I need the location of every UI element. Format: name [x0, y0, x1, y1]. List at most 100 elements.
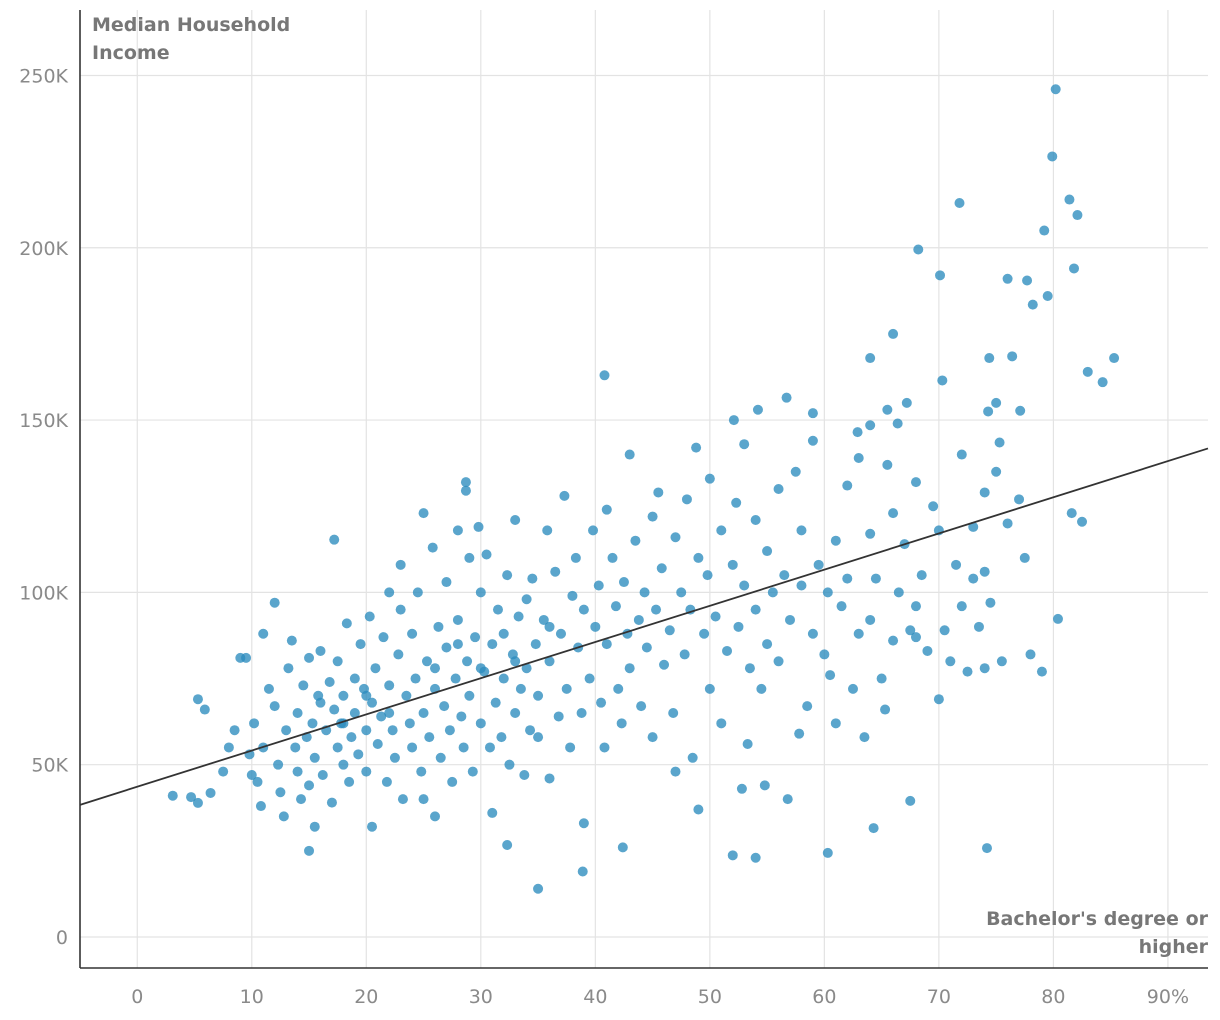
data-point — [441, 642, 452, 653]
data-point — [229, 725, 240, 736]
data-point — [576, 707, 587, 718]
data-point — [192, 694, 203, 705]
data-point — [492, 604, 503, 615]
data-point — [502, 570, 513, 581]
data-point — [456, 711, 467, 722]
data-point — [979, 487, 990, 498]
data-point — [618, 577, 629, 588]
data-point — [332, 656, 343, 667]
data-point — [702, 570, 713, 581]
data-point — [610, 601, 621, 612]
data-point — [487, 807, 498, 818]
data-point — [269, 701, 280, 712]
data-point — [407, 628, 418, 639]
data-point — [656, 563, 667, 574]
data-point — [728, 415, 739, 426]
data-point — [913, 244, 924, 255]
data-point — [853, 452, 864, 463]
data-point — [467, 766, 478, 777]
data-point — [384, 587, 395, 598]
data-point — [317, 770, 328, 781]
data-point — [596, 697, 607, 708]
trend-line — [79, 447, 1209, 806]
data-point — [664, 625, 675, 636]
data-point — [762, 546, 773, 557]
data-point — [905, 795, 916, 806]
data-point — [1007, 351, 1018, 362]
data-point — [880, 704, 891, 715]
data-point — [617, 842, 628, 853]
data-point — [464, 552, 475, 563]
data-point — [296, 794, 307, 805]
data-point — [752, 404, 763, 415]
data-point — [387, 725, 398, 736]
data-point — [309, 821, 320, 832]
data-point — [255, 801, 266, 812]
data-point — [441, 577, 452, 588]
data-point — [252, 776, 263, 787]
data-point — [882, 404, 893, 415]
data-point — [859, 732, 870, 743]
data-point — [283, 663, 294, 674]
data-point — [1077, 516, 1088, 527]
data-point — [1039, 225, 1050, 236]
data-point — [298, 680, 309, 691]
data-point — [510, 515, 521, 526]
data-point — [736, 783, 747, 794]
data-point — [533, 732, 544, 743]
data-point — [460, 485, 471, 496]
data-point — [416, 766, 427, 777]
data-point — [275, 787, 286, 798]
data-point — [538, 614, 549, 625]
data-point — [1109, 353, 1120, 364]
x-tick-label: 90% — [1147, 986, 1189, 1008]
data-point — [475, 718, 486, 729]
data-point — [951, 559, 962, 570]
data-point — [945, 656, 956, 667]
data-point — [393, 649, 404, 660]
data-point — [888, 328, 899, 339]
data-point — [475, 587, 486, 598]
data-point — [693, 804, 704, 815]
data-point — [847, 683, 858, 694]
data-point — [338, 690, 349, 701]
data-point — [1072, 210, 1083, 221]
data-point — [968, 521, 979, 532]
data-point — [364, 611, 375, 622]
data-point — [888, 508, 899, 519]
data-point — [647, 511, 658, 522]
data-point — [750, 515, 761, 526]
data-point — [910, 601, 921, 612]
data-point — [985, 597, 996, 608]
data-point — [1042, 291, 1053, 302]
data-point — [933, 694, 944, 705]
y-axis-label-line1: Median Household — [92, 14, 290, 36]
data-point — [733, 621, 744, 632]
data-point — [542, 525, 553, 536]
data-point — [668, 707, 679, 718]
data-point — [307, 718, 318, 729]
data-point — [807, 628, 818, 639]
data-point — [636, 701, 647, 712]
data-point — [521, 594, 532, 605]
data-point — [567, 590, 578, 601]
data-point — [679, 649, 690, 660]
data-point — [905, 625, 916, 636]
data-point — [326, 797, 337, 808]
data-point — [922, 645, 933, 656]
data-point — [304, 845, 315, 856]
data-point — [588, 525, 599, 536]
x-axis-label-line1: Bachelor's degree or — [986, 908, 1209, 930]
data-point — [1082, 366, 1093, 377]
data-point — [794, 728, 805, 739]
data-point — [519, 770, 530, 781]
data-point — [956, 601, 967, 612]
data-point — [842, 573, 853, 584]
data-point — [1019, 552, 1030, 563]
data-point — [882, 459, 893, 470]
data-point — [395, 559, 406, 570]
x-tick-label: 10 — [240, 986, 264, 1008]
data-point — [651, 604, 662, 615]
data-point — [510, 656, 521, 667]
data-point — [836, 601, 847, 612]
